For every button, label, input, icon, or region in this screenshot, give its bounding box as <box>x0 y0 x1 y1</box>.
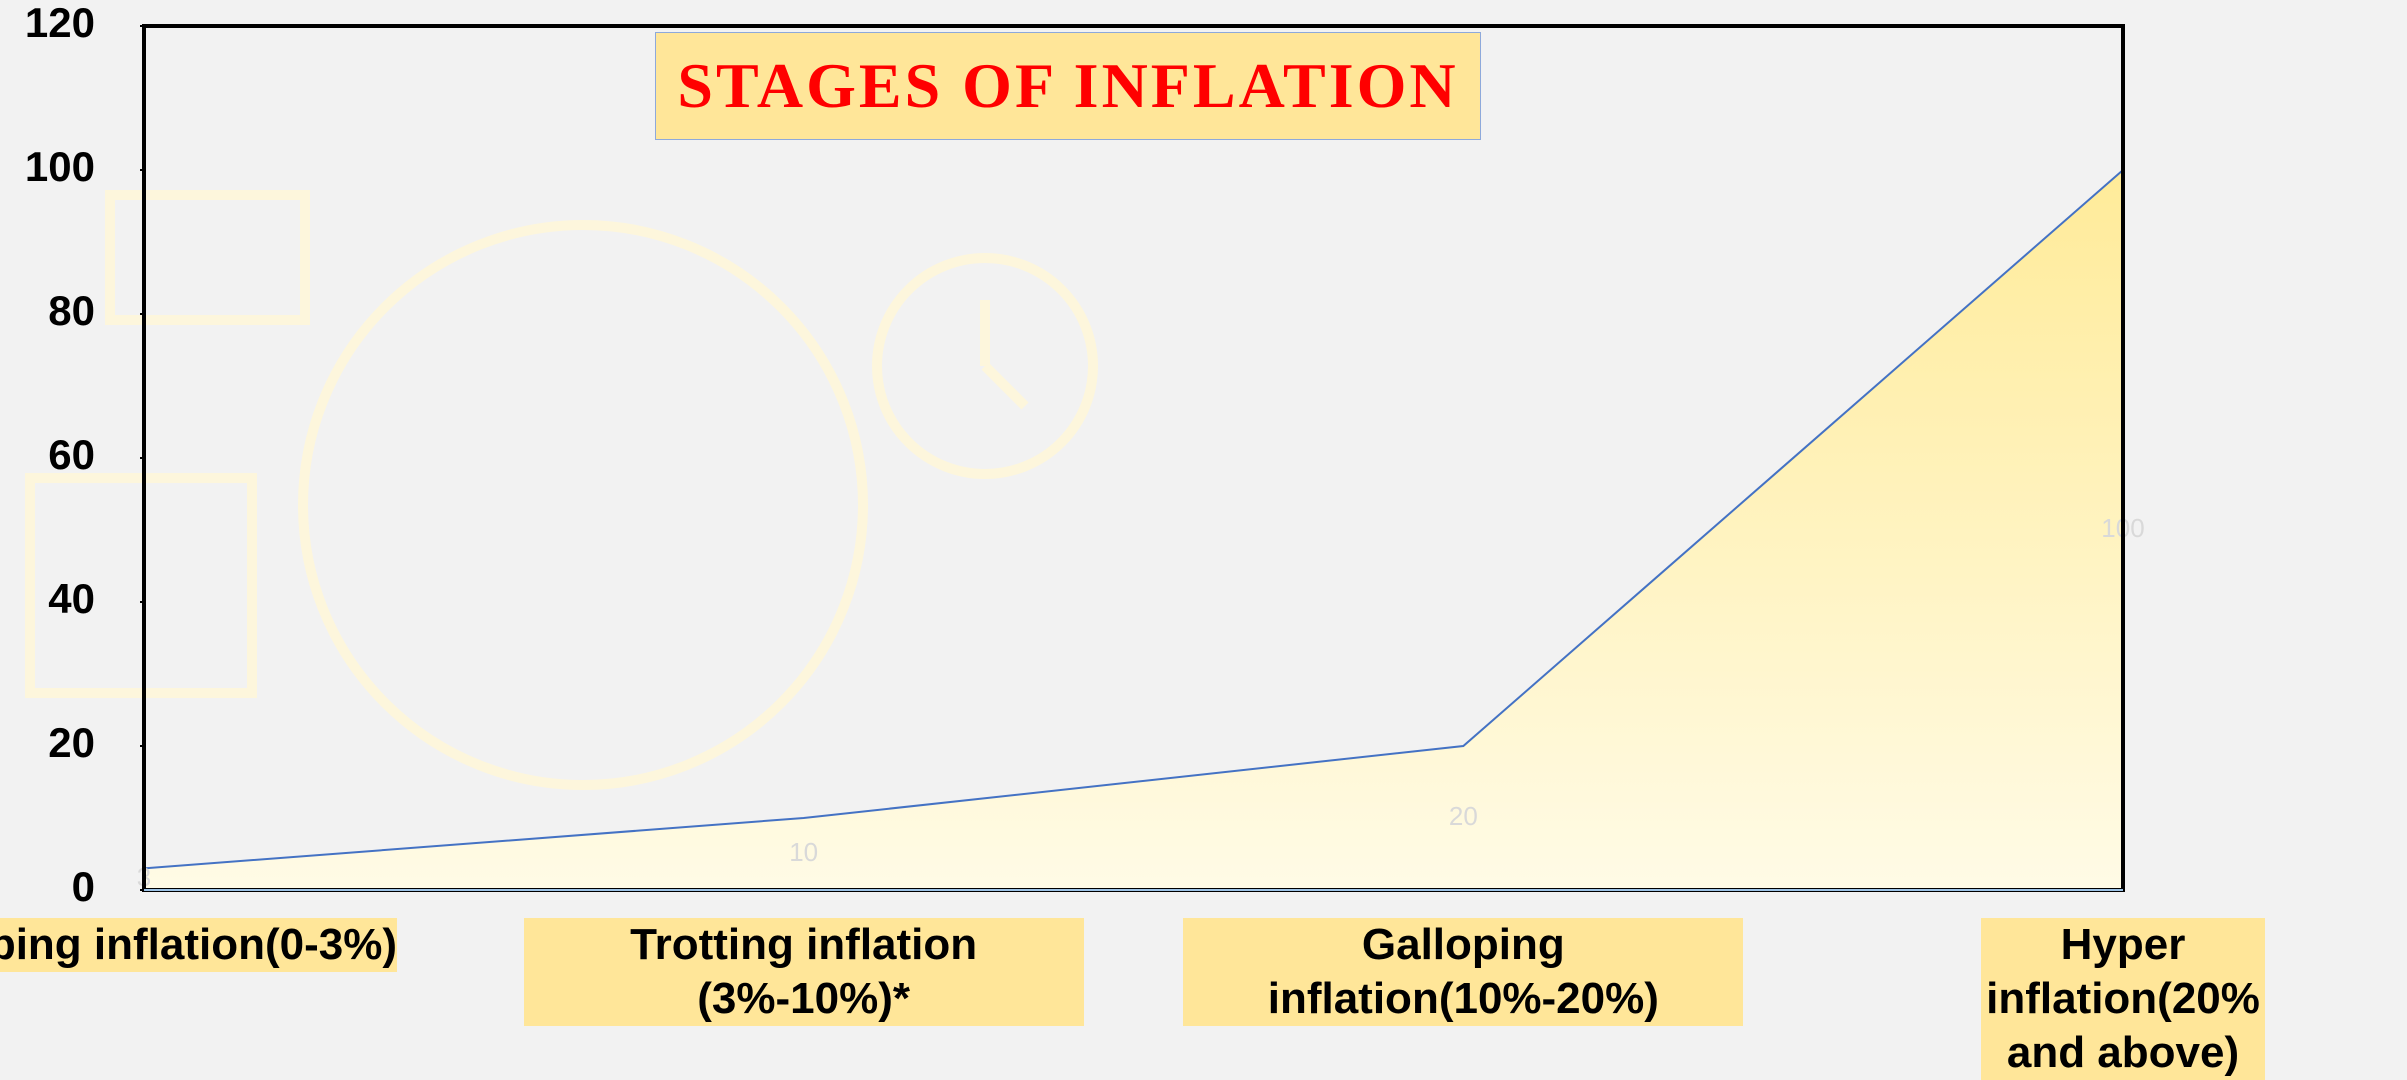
x-tick-label: Creeping inflation(0-3%) <box>0 918 397 972</box>
y-tick-label: 80 <box>48 287 95 334</box>
data-label: 10 <box>789 837 818 867</box>
background-decor <box>30 195 1093 785</box>
y-tick-label: 40 <box>48 575 95 622</box>
y-tick-label: 100 <box>25 143 95 190</box>
x-tick-label: Trotting inflation (3%-10%)* <box>524 918 1084 1026</box>
data-label: 20 <box>1449 801 1478 831</box>
page: {"chart_data": {"type": "area", "title":… <box>0 0 2407 1030</box>
chart-title: STAGES OF INFLATION <box>655 32 1481 140</box>
y-tick-label: 0 <box>72 863 95 910</box>
y-tick-label: 60 <box>48 431 95 478</box>
x-tick-label: Hyper inflation(20% and above) <box>1981 918 2265 1080</box>
y-tick-label: 120 <box>25 0 95 46</box>
x-tick-label: Galloping inflation(10%-20%) <box>1183 918 1743 1026</box>
y-tick-label: 20 <box>48 719 95 766</box>
